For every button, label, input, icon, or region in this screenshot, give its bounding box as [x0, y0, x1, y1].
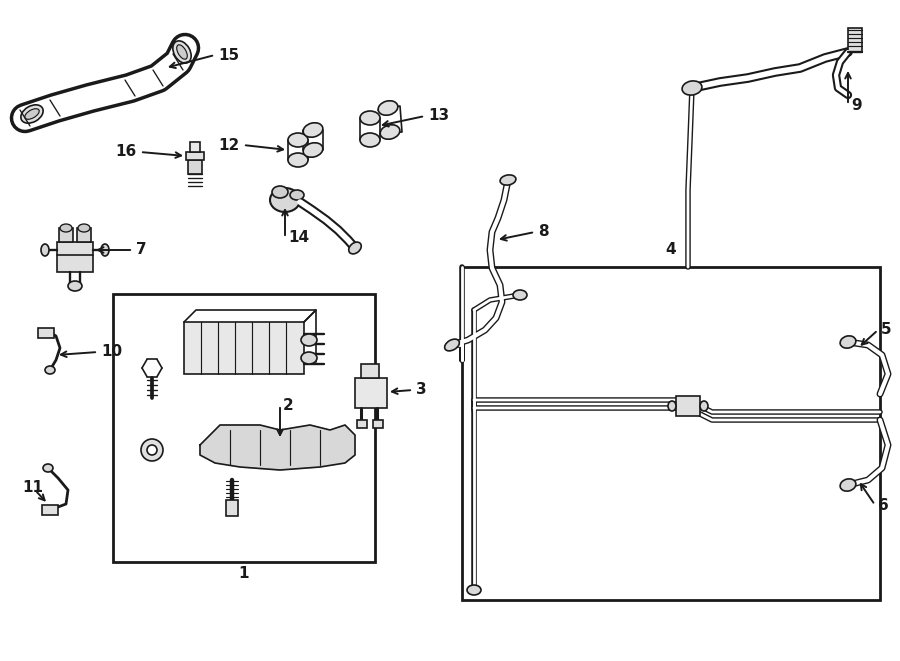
- Ellipse shape: [288, 133, 308, 147]
- Circle shape: [147, 445, 157, 455]
- Ellipse shape: [668, 401, 676, 411]
- Text: 10: 10: [101, 344, 122, 360]
- Text: 8: 8: [538, 225, 549, 239]
- Ellipse shape: [301, 334, 317, 346]
- Bar: [188, 160, 202, 174]
- Ellipse shape: [303, 143, 323, 157]
- Bar: [190, 142, 200, 152]
- Text: 11: 11: [22, 481, 43, 496]
- Ellipse shape: [348, 242, 361, 254]
- Text: 7: 7: [136, 243, 147, 258]
- Text: 5: 5: [881, 323, 892, 338]
- Text: 14: 14: [288, 231, 309, 245]
- Bar: [57, 242, 93, 272]
- Text: 13: 13: [428, 108, 449, 124]
- Ellipse shape: [288, 153, 308, 167]
- Text: 9: 9: [851, 98, 861, 112]
- Ellipse shape: [173, 41, 191, 63]
- Ellipse shape: [682, 81, 702, 95]
- Text: 2: 2: [283, 397, 293, 412]
- Text: 4: 4: [666, 241, 676, 256]
- Bar: [355, 378, 387, 408]
- Ellipse shape: [840, 479, 856, 491]
- Ellipse shape: [272, 186, 288, 198]
- Bar: [226, 500, 238, 516]
- Text: 16: 16: [116, 145, 137, 159]
- Ellipse shape: [45, 366, 55, 374]
- Circle shape: [141, 439, 163, 461]
- Bar: [38, 328, 54, 338]
- Ellipse shape: [290, 190, 304, 200]
- Bar: [186, 152, 204, 160]
- Bar: [77, 228, 91, 242]
- Ellipse shape: [176, 45, 187, 59]
- Polygon shape: [200, 425, 355, 470]
- Ellipse shape: [500, 175, 516, 185]
- Ellipse shape: [43, 464, 53, 472]
- Ellipse shape: [60, 224, 72, 232]
- Text: 1: 1: [238, 566, 249, 582]
- Ellipse shape: [360, 111, 380, 125]
- Text: 6: 6: [878, 498, 889, 512]
- Ellipse shape: [270, 188, 300, 212]
- Ellipse shape: [467, 585, 481, 595]
- Ellipse shape: [445, 339, 459, 351]
- Bar: [848, 28, 862, 52]
- Text: 3: 3: [416, 383, 427, 397]
- Ellipse shape: [78, 224, 90, 232]
- Bar: [361, 364, 379, 378]
- Bar: [357, 420, 367, 428]
- Bar: [42, 505, 58, 515]
- Ellipse shape: [301, 352, 317, 364]
- Ellipse shape: [25, 108, 40, 119]
- Text: 12: 12: [219, 137, 240, 153]
- Ellipse shape: [21, 105, 43, 123]
- Ellipse shape: [68, 281, 82, 291]
- Ellipse shape: [41, 244, 49, 256]
- Ellipse shape: [700, 401, 708, 411]
- Ellipse shape: [513, 290, 527, 300]
- Text: 15: 15: [218, 48, 239, 63]
- Ellipse shape: [380, 125, 400, 139]
- Ellipse shape: [360, 133, 380, 147]
- Ellipse shape: [378, 100, 398, 115]
- Ellipse shape: [101, 244, 109, 256]
- Bar: [373, 420, 383, 428]
- Bar: [113, 294, 375, 562]
- Ellipse shape: [840, 336, 856, 348]
- Bar: [462, 267, 880, 600]
- Bar: [676, 396, 700, 416]
- Bar: [59, 228, 73, 242]
- Ellipse shape: [303, 123, 323, 137]
- Bar: [184, 322, 304, 374]
